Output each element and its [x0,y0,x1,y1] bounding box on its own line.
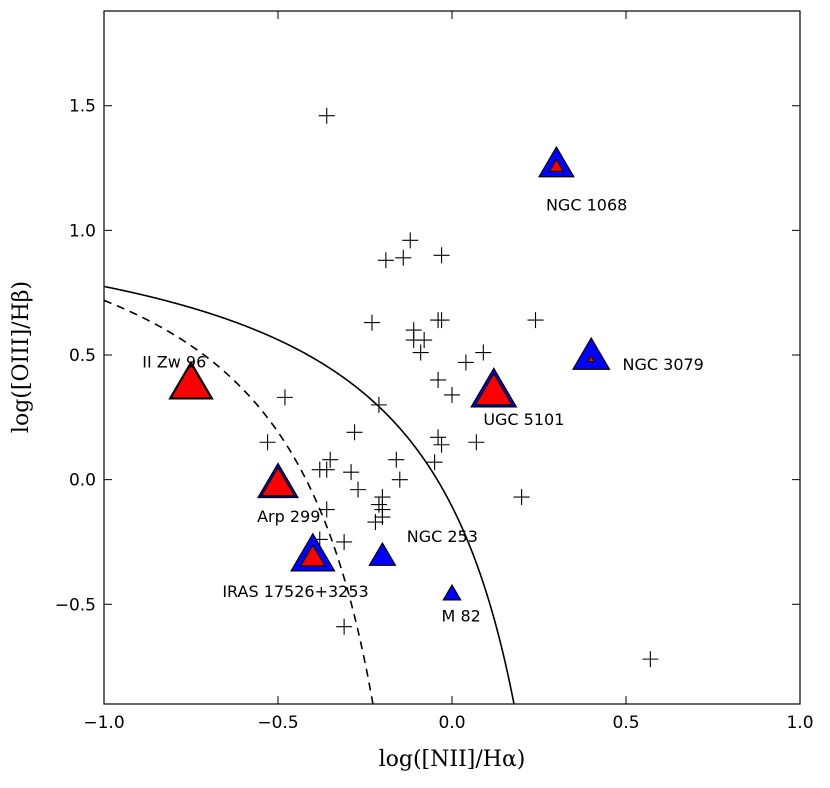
comparison-sample-markers [259,107,659,668]
target-marker [168,360,214,400]
plus-marker [430,429,447,446]
target-marker [470,367,518,408]
target-marker [442,583,462,601]
plus-marker [642,651,659,668]
plus-marker [444,386,460,403]
triangle-inner [586,354,596,363]
triangle-outer [571,336,611,370]
y-axis-ticks: −0.5 0.0 0.5 1.0 1.5 [55,97,800,615]
plus-marker [395,249,412,266]
plus-marker [468,434,485,451]
galaxy-label: M 82 [442,607,481,626]
plus-marker [367,514,384,531]
plus-marker [336,618,353,635]
plus-marker [311,461,328,478]
kewley-solid-curve [104,285,515,704]
plus-marker [276,389,293,406]
x-tick-label: 0.5 [612,713,639,733]
plus-marker [527,312,544,329]
y-tick-label: 0.5 [69,346,96,366]
x-axis-title: log([NII]/Hα) [379,747,526,772]
plus-marker [388,451,405,468]
x-tick-label: −0.5 [257,713,298,733]
plus-marker [363,314,380,331]
plus-marker [433,312,450,329]
y-tick-label: 1.5 [69,97,96,117]
plus-marker [391,471,408,488]
x-tick-label: −1.0 [83,713,124,733]
plus-marker [402,232,419,249]
galaxy-label: UGC 5101 [483,410,564,429]
triangle-inner [260,466,296,497]
plus-marker [343,464,360,481]
target-marker [571,336,611,370]
plus-marker [318,107,335,124]
plus-marker [430,371,447,388]
triangle-outer [368,541,397,566]
x-axis-ticks: −1.0 −0.5 0.0 0.5 1.0 [83,11,814,733]
plus-marker [412,344,429,361]
triangle-outer [442,583,462,601]
triangle-inner [474,372,514,406]
plus-marker [457,354,474,371]
plus-marker [346,424,363,441]
plus-marker [370,396,387,413]
triangle-inner [169,362,213,399]
y-axis-title: log([OIII]/Hβ) [9,281,34,433]
galaxy-label: II Zw 96 [142,352,206,371]
plus-marker [426,454,443,471]
x-tick-label: 0.0 [438,713,465,733]
galaxy-label: IRAS 17526+3253 [222,582,368,601]
plus-marker [336,533,353,550]
galaxy-label: NGC 253 [407,527,478,546]
triangle-inner [548,158,565,172]
plus-marker [350,481,367,498]
galaxy-label: NGC 3079 [623,355,704,374]
plus-marker [259,434,276,451]
plus-marker [370,496,387,513]
target-marker [256,462,300,499]
plus-marker [416,332,433,349]
target-marker [290,532,336,572]
target-marker [537,145,575,178]
plus-marker [322,451,339,468]
demarcation-curves [104,285,515,704]
x-tick-label: 1.0 [786,713,813,733]
y-tick-label: −0.5 [55,595,96,615]
galaxy-label: NGC 1068 [546,195,627,214]
target-marker [368,541,397,566]
y-tick-label: 1.0 [69,221,96,241]
plus-marker [433,436,450,453]
plus-marker [433,247,450,264]
y-tick-label: 0.0 [69,471,96,491]
plus-marker [374,509,391,526]
galaxy-annotations: NGC 1068 NGC 3079 UGC 5101 II Zw 96 Arp 299 N… [142,195,704,625]
plus-marker [513,489,530,506]
triangle-inner [299,544,326,567]
target-galaxy-markers [168,145,611,601]
plus-marker [475,344,492,361]
plus-marker [377,252,394,269]
plus-marker [318,501,335,518]
galaxy-label: Arp 299 [257,507,320,526]
